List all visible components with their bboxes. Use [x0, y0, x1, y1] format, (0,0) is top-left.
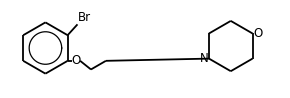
Text: Br: Br	[78, 11, 91, 24]
Text: N: N	[200, 52, 209, 65]
Text: O: O	[71, 54, 81, 67]
Text: O: O	[253, 27, 262, 40]
